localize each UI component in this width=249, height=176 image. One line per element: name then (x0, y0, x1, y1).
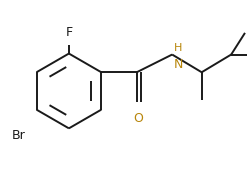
Text: O: O (134, 112, 144, 125)
Text: F: F (65, 26, 72, 39)
Text: H: H (174, 43, 183, 53)
Text: Br: Br (12, 129, 26, 142)
Text: N: N (174, 58, 184, 71)
